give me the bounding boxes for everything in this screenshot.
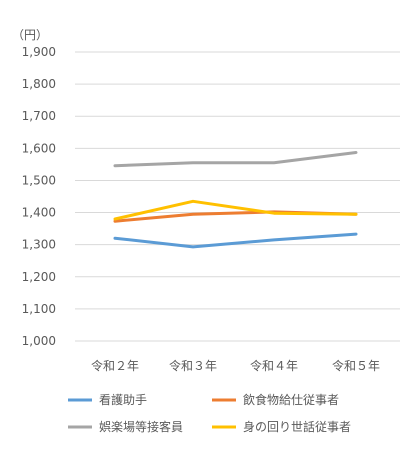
legend-label: 身の回り世話従事者 <box>243 419 351 434</box>
y-tick-label: 1,100 <box>22 302 56 316</box>
legend-label: 飲食物給仕従事者 <box>243 392 339 407</box>
series-line-2 <box>113 151 358 168</box>
y-tick-label: 1,200 <box>22 270 56 284</box>
legend-label: 娯楽場等接客員 <box>99 419 183 434</box>
y-tick-label: 1,900 <box>22 45 56 59</box>
x-tick-labels: 令和２年 令和３年 令和４年 令和５年 <box>91 358 380 373</box>
gridlines <box>75 51 400 342</box>
y-axis-unit-label: （円） <box>12 28 48 42</box>
y-tick-label: 1,500 <box>22 173 56 187</box>
series-lines <box>113 151 358 249</box>
x-tick-label: 令和４年 <box>250 358 298 373</box>
y-tick-label: 1,600 <box>22 141 56 155</box>
y-tick-label: 1,000 <box>22 334 56 348</box>
y-tick-labels: 1,000 1,100 1,200 1,300 1,400 1,500 1,600 1,700… <box>22 45 56 348</box>
x-tick-label: 令和２年 <box>91 358 139 373</box>
series-line-0 <box>113 232 358 249</box>
y-tick-label: 1,800 <box>22 77 56 91</box>
legend-label: 看護助手 <box>99 392 147 407</box>
y-tick-label: 1,700 <box>22 109 56 123</box>
series-line-3 <box>113 199 358 221</box>
y-tick-label: 1,300 <box>22 238 56 252</box>
y-tick-label: 1,400 <box>22 206 56 220</box>
x-tick-label: 令和３年 <box>169 358 217 373</box>
x-tick-label: 令和５年 <box>332 358 380 373</box>
